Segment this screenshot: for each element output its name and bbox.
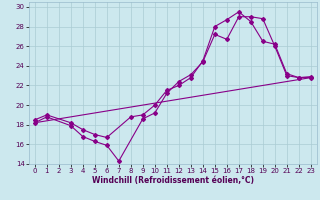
X-axis label: Windchill (Refroidissement éolien,°C): Windchill (Refroidissement éolien,°C) bbox=[92, 176, 254, 185]
